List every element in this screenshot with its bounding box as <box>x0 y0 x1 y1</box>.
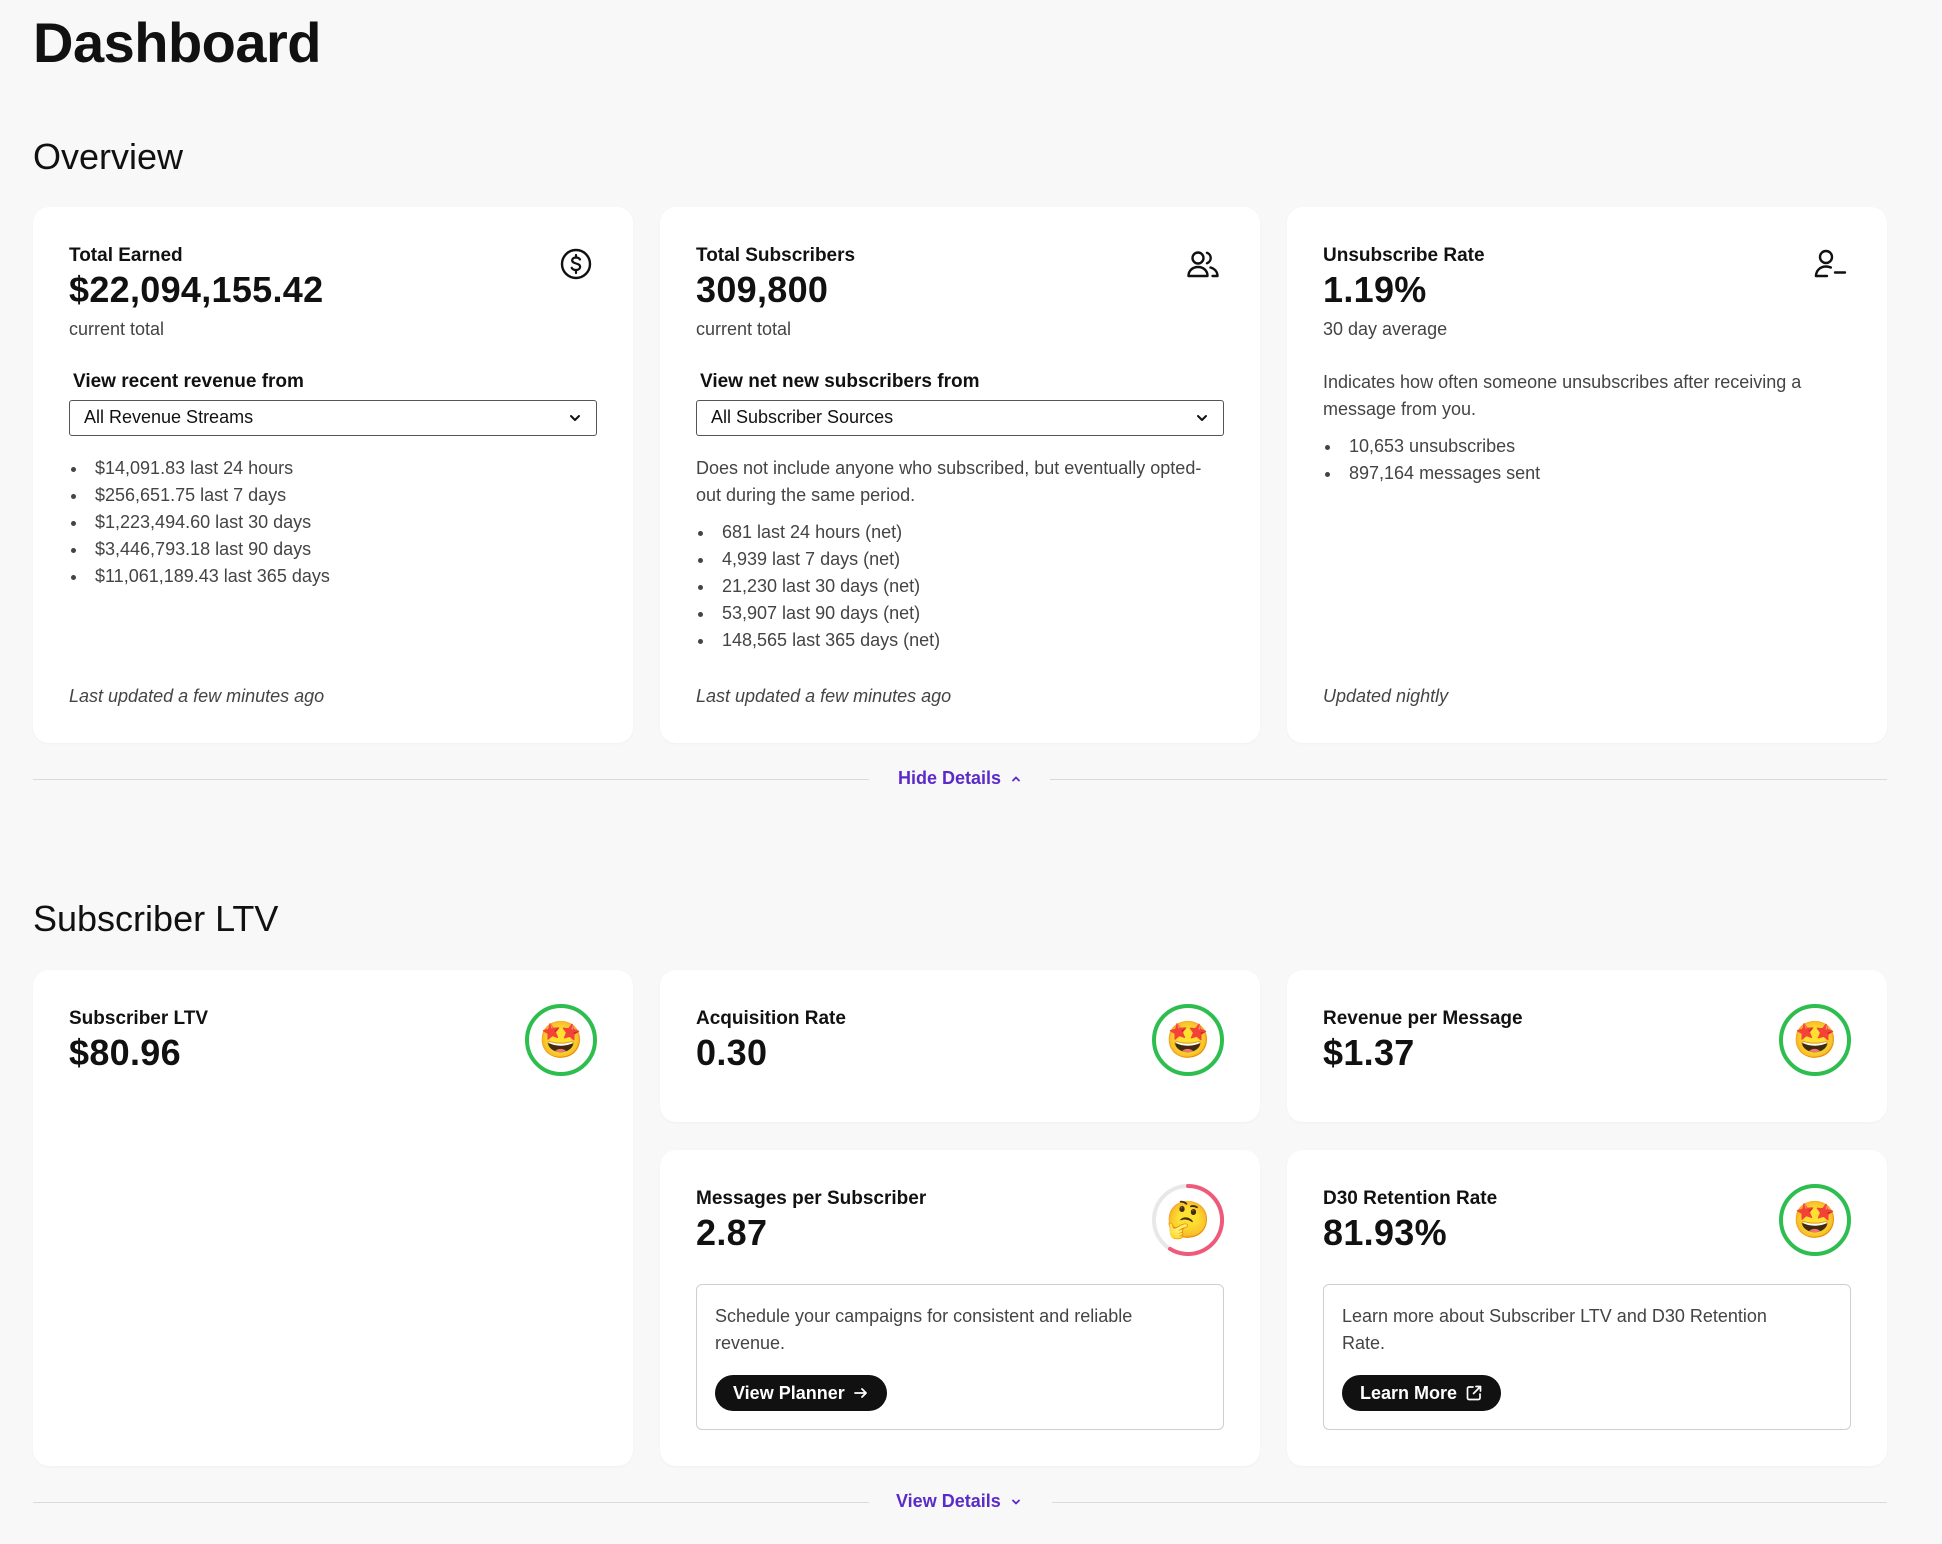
star-struck-emoji-badge: 🤩 <box>1779 1184 1851 1256</box>
d30-retention-card: D30 Retention Rate 81.93% 🤩 Learn more a… <box>1287 1150 1887 1466</box>
progress-ring <box>1168 1184 1224 1256</box>
view-planner-label: View Planner <box>733 1382 845 1403</box>
unsubscribe-rate-footnote: Updated nightly <box>1323 686 1449 706</box>
planner-tip-box: Schedule your campaigns for consistent a… <box>696 1284 1224 1430</box>
subscriber-ltv-card: Subscriber LTV $80.96 🤩 <box>33 970 633 1466</box>
external-link-icon <box>1466 1385 1482 1401</box>
learn-more-label: Learn More <box>1360 1382 1458 1403</box>
hide-details-link[interactable]: Hide Details <box>898 768 1021 789</box>
messages-per-subscriber-label: Messages per Subscriber <box>696 1188 927 1209</box>
d30-retention-label: D30 Retention Rate <box>1323 1188 1498 1209</box>
subscribers-description: Does not include anyone who subscribed, … <box>696 458 1202 505</box>
thinking-emoji-badge: 🤔 <box>1152 1184 1224 1256</box>
list-item: $3,446,793.18 last 90 days <box>69 536 330 563</box>
unsubscribe-rate-value: 1.19% <box>1323 269 1427 310</box>
view-details-label: View Details <box>896 1491 1001 1511</box>
ltv-divider-left <box>33 1502 869 1503</box>
total-earned-footnote: Last updated a few minutes ago <box>69 686 325 706</box>
learn-more-tip-box: Learn more about Subscriber LTV and D30 … <box>1323 1284 1851 1430</box>
unsubscribe-rate-sub: 30 day average <box>1323 319 1448 339</box>
list-item: $256,651.75 last 7 days <box>69 482 330 509</box>
star-struck-emoji: 🤩 <box>538 1019 584 1060</box>
subscriber-source-select-value: All Subscriber Sources <box>711 407 894 427</box>
view-planner-button[interactable]: View Planner <box>715 1375 887 1411</box>
list-item: 10,653 unsubscribes <box>1323 433 1540 460</box>
hide-details-label: Hide Details <box>898 768 1002 788</box>
list-item: 53,907 last 90 days (net) <box>696 600 940 627</box>
overview-divider-left <box>33 779 869 780</box>
list-item: 21,230 last 30 days (net) <box>696 573 940 600</box>
list-item: 681 last 24 hours (net) <box>696 519 940 546</box>
unsubscribe-rate-label: Unsubscribe Rate <box>1323 245 1485 266</box>
revenue-stream-select[interactable]: All Revenue Streams <box>69 400 597 436</box>
ltv-divider-right <box>1052 1502 1887 1503</box>
total-subscribers-value: 309,800 <box>696 269 829 310</box>
d30-retention-value: 81.93% <box>1323 1212 1447 1253</box>
list-item: 897,164 messages sent <box>1323 460 1540 487</box>
subscriber-ltv-value: $80.96 <box>69 1032 181 1073</box>
ltv-section-title: Subscriber LTV <box>33 898 279 939</box>
list-item: 4,939 last 7 days (net) <box>696 546 940 573</box>
total-earned-value: $22,094,155.42 <box>69 269 324 310</box>
star-struck-emoji: 🤩 <box>1165 1019 1211 1060</box>
subscriber-ltv-label: Subscriber LTV <box>69 1008 209 1029</box>
unsubscribe-list: 10,653 unsubscribes 897,164 messages sen… <box>1323 433 1540 487</box>
page-title: Dashboard <box>33 11 322 74</box>
chevron-up-icon <box>1012 776 1020 781</box>
user-minus-icon <box>1814 249 1847 278</box>
planner-tip-text: Schedule your campaigns for consistent a… <box>715 1306 1133 1353</box>
overview-section-title: Overview <box>33 136 184 177</box>
revenue-select-label: View recent revenue from <box>73 371 304 392</box>
users-icon <box>1187 251 1219 278</box>
list-item: $11,061,189.43 last 365 days <box>69 563 330 590</box>
list-item: $1,223,494.60 last 30 days <box>69 509 330 536</box>
total-earned-sub: current total <box>69 319 165 339</box>
unsubscribe-description: Indicates how often someone unsubscribes… <box>1323 372 1802 419</box>
total-subscribers-card: Total Subscribers 309,800 current total … <box>660 207 1260 743</box>
view-details-link[interactable]: View Details <box>896 1491 1021 1512</box>
subscriber-select-label: View net new subscribers from <box>700 371 980 392</box>
overview-divider-right <box>1050 779 1887 780</box>
learn-more-tip-text: Learn more about Subscriber LTV and D30 … <box>1342 1306 1767 1353</box>
chevron-down-icon <box>1197 415 1207 421</box>
revenue-per-message-value: $1.37 <box>1323 1032 1415 1073</box>
dollar-circle-icon <box>560 248 592 280</box>
star-struck-emoji-badge: 🤩 <box>1779 1004 1851 1076</box>
thinking-emoji: 🤔 <box>1165 1199 1211 1240</box>
total-subscribers-sub: current total <box>696 319 792 339</box>
chevron-down-icon <box>570 415 580 421</box>
subscribers-list: 681 last 24 hours (net) 4,939 last 7 day… <box>696 519 940 654</box>
list-item: 148,565 last 365 days (net) <box>696 627 940 654</box>
revenue-per-message-card: Revenue per Message $1.37 🤩 <box>1287 970 1887 1122</box>
list-item: $14,091.83 last 24 hours <box>69 455 330 482</box>
star-struck-emoji: 🤩 <box>1792 1019 1838 1060</box>
revenue-stream-select-value: All Revenue Streams <box>84 407 254 427</box>
star-struck-emoji-badge: 🤩 <box>1152 1004 1224 1076</box>
chevron-down-icon <box>1011 1499 1020 1504</box>
messages-per-subscriber-card: Messages per Subscriber 2.87 🤔 Schedule … <box>660 1150 1260 1466</box>
star-struck-emoji: 🤩 <box>1792 1199 1838 1240</box>
total-subscribers-footnote: Last updated a few minutes ago <box>696 686 952 706</box>
revenue-list: $14,091.83 last 24 hours $256,651.75 las… <box>69 455 330 590</box>
total-subscribers-label: Total Subscribers <box>696 245 856 266</box>
unsubscribe-rate-card: Unsubscribe Rate 1.19% 30 day average In… <box>1287 207 1887 743</box>
subscriber-source-select[interactable]: All Subscriber Sources <box>696 400 1224 436</box>
acquisition-rate-card: Acquisition Rate 0.30 🤩 <box>660 970 1260 1122</box>
total-earned-label: Total Earned <box>69 245 183 266</box>
learn-more-button[interactable]: Learn More <box>1342 1375 1502 1411</box>
revenue-per-message-label: Revenue per Message <box>1323 1008 1523 1029</box>
acquisition-rate-value: 0.30 <box>696 1032 768 1073</box>
messages-per-subscriber-value: 2.87 <box>696 1212 768 1253</box>
acquisition-rate-label: Acquisition Rate <box>696 1008 846 1029</box>
star-struck-emoji-badge: 🤩 <box>525 1004 597 1076</box>
total-earned-card: Total Earned $22,094,155.42 current tota… <box>33 207 633 743</box>
arrow-right-icon <box>853 1388 867 1398</box>
